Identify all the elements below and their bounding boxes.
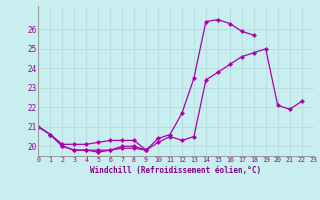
X-axis label: Windchill (Refroidissement éolien,°C): Windchill (Refroidissement éolien,°C): [91, 166, 261, 175]
